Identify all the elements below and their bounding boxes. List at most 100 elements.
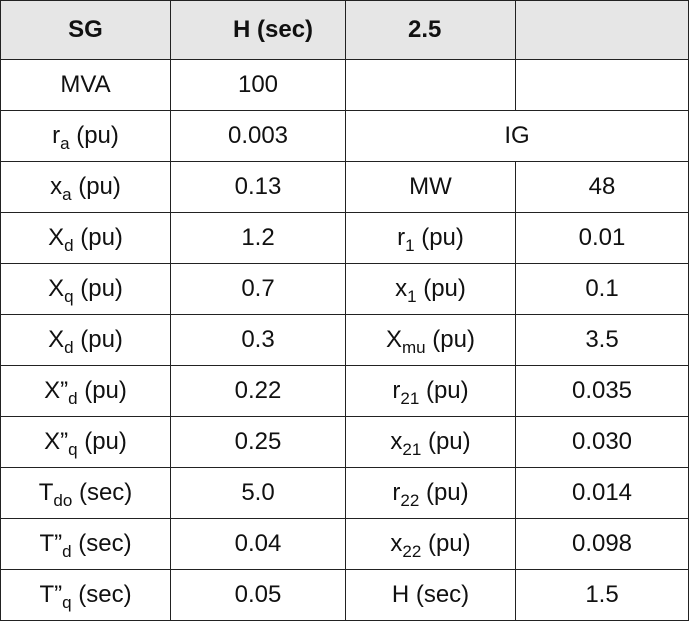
table-cell: r1 (pu): [345, 212, 516, 264]
table-cell: IG: [345, 110, 689, 162]
table-cell: 48: [515, 161, 689, 213]
cell-base: x: [50, 173, 63, 200]
cell-subscript: d: [64, 236, 74, 255]
cell-base: T”: [39, 581, 63, 608]
cell-suffix: (pu): [425, 326, 475, 353]
cell-suffix: (pu): [73, 326, 123, 353]
cell-subscript: do: [53, 491, 73, 510]
table-cell: 0.035: [515, 365, 689, 417]
cell-base: X: [48, 326, 65, 353]
table-cell: 0.014: [515, 467, 689, 519]
table-cell: xa (pu): [0, 161, 171, 213]
table-cell: 5.0: [170, 467, 346, 519]
cell-suffix: (pu): [419, 377, 469, 404]
table-cell: Tdo (sec): [0, 467, 171, 519]
table-cell: x21 (pu): [345, 416, 516, 468]
cell-suffix: (pu): [414, 224, 464, 251]
table-row: Xq (pu) 0.7 x1 (pu) 0.1: [0, 263, 689, 315]
cell-suffix: (pu): [71, 173, 121, 200]
table-row: T”q (sec) 0.05 H (sec) 1.5: [0, 569, 689, 621]
table-cell: 100: [170, 59, 346, 111]
cell-suffix: (pu): [421, 530, 471, 557]
table-cell: 0.003: [170, 110, 346, 162]
cell-base: r: [392, 479, 401, 506]
cell-suffix: (pu): [419, 479, 469, 506]
table-cell: H (sec): [345, 569, 516, 621]
table-cell: 0.3: [170, 314, 346, 366]
table-cell: r21 (pu): [345, 365, 516, 417]
cell-subscript: d: [62, 542, 72, 561]
table-row: xa (pu) 0.13 MW 48: [0, 161, 689, 213]
table-cell: MVA: [0, 59, 171, 111]
table-cell: ra (pu): [0, 110, 171, 162]
cell-base: r: [52, 122, 61, 149]
cell-base: X: [48, 275, 65, 302]
cell-suffix: (pu): [73, 224, 123, 251]
table-cell: 1.2: [170, 212, 346, 264]
empty-cell: [515, 0, 689, 60]
cell-suffix: (sec): [72, 479, 133, 506]
table-row: MVA 100: [0, 59, 689, 111]
empty-cell: [345, 59, 516, 111]
cell-base: T: [38, 479, 54, 506]
cell-base: r: [397, 224, 406, 251]
cell-base: X: [48, 224, 65, 251]
table-cell: Xd (pu): [0, 212, 171, 264]
table-cell: 0.22: [170, 365, 346, 417]
table-cell: SG: [0, 0, 171, 60]
table-cell: 0.01: [515, 212, 689, 264]
cell-suffix: (pu): [69, 122, 119, 149]
cell-base: T”: [39, 530, 63, 557]
cell-base: x: [390, 530, 403, 557]
table-row: Tdo (sec) 5.0 r22 (pu) 0.014: [0, 467, 689, 519]
table-cell: 0.7: [170, 263, 346, 315]
cell-subscript: a: [60, 134, 70, 153]
cell-base: X: [386, 326, 403, 353]
empty-cell: [515, 59, 689, 111]
table-cell: 3.5: [515, 314, 689, 366]
cell-subscript: mu: [402, 338, 426, 357]
table-cell: Xmu (pu): [345, 314, 516, 366]
table-cell: r22 (pu): [345, 467, 516, 519]
cell-subscript: a: [62, 185, 72, 204]
cell-suffix: (sec): [71, 530, 132, 557]
cell-subscript: 22: [400, 491, 420, 510]
table-cell: 0.25: [170, 416, 346, 468]
table-cell: 0.1: [515, 263, 689, 315]
table-cell: x22 (pu): [345, 518, 516, 570]
table-row: Xd (pu) 1.2 r1 (pu) 0.01: [0, 212, 689, 264]
table-row: ra (pu) 0.003 IG: [0, 110, 689, 162]
cell-subscript: 1: [407, 287, 417, 306]
table-cell: Xd (pu): [0, 314, 171, 366]
cell-subscript: 22: [402, 542, 422, 561]
table-cell: 0.04: [170, 518, 346, 570]
table-cell: X”d (pu): [0, 365, 171, 417]
cell-base: x: [395, 275, 408, 302]
cell-subscript: d: [64, 338, 74, 357]
table-row: X”d (pu) 0.22 r21 (pu) 0.035: [0, 365, 689, 417]
table-cell: 0.05: [170, 569, 346, 621]
table-cell: T”q (sec): [0, 569, 171, 621]
cell-base: r: [392, 377, 401, 404]
header-row: SG H (sec) 2.5: [0, 0, 689, 60]
cell-subscript: 21: [402, 440, 422, 459]
cell-base: X”: [44, 377, 69, 404]
table-row: X”q (pu) 0.25 x21 (pu) 0.030: [0, 416, 689, 468]
table-cell: H (sec): [170, 0, 346, 60]
cell-base: X”: [44, 428, 69, 455]
table-row: Xd (pu) 0.3 Xmu (pu) 3.5: [0, 314, 689, 366]
table-cell: 1.5: [515, 569, 689, 621]
table-cell: Xq (pu): [0, 263, 171, 315]
table-cell: T”d (sec): [0, 518, 171, 570]
cell-subscript: d: [68, 389, 78, 408]
cell-suffix: (sec): [71, 581, 132, 608]
table-cell: 2.5: [345, 0, 516, 60]
table-cell: 0.13: [170, 161, 346, 213]
cell-suffix: (pu): [421, 428, 471, 455]
cell-suffix: (pu): [73, 275, 123, 302]
table-cell: MW: [345, 161, 516, 213]
cell-subscript: q: [68, 440, 78, 459]
table-row: T”d (sec) 0.04 x22 (pu) 0.098: [0, 518, 689, 570]
table-cell: x1 (pu): [345, 263, 516, 315]
